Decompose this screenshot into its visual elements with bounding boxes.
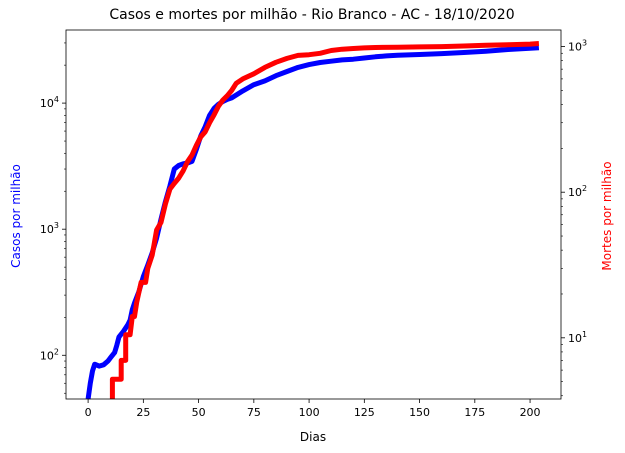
y-axis-label-right: Mortes por milhão (600, 161, 614, 270)
chart-title: Casos e mortes por milhão - Rio Branco -… (109, 7, 514, 23)
x-tick-label: 25 (136, 406, 150, 419)
series-line-mortes (109, 41, 540, 399)
y-tick-label-right: 102 (568, 184, 587, 199)
tick-layer: 0 25 50 75 100 125 150 175 200 102 103 104 101 102 103 (40, 39, 587, 419)
x-tick-label: 125 (354, 406, 375, 419)
y-tick-label-left: 102 (40, 347, 59, 362)
x-tick-label: 50 (192, 406, 206, 419)
x-tick-label: 75 (247, 406, 261, 419)
y-tick-label-left: 104 (40, 95, 59, 110)
x-tick-label: 0 (85, 406, 92, 419)
series-layer (85, 41, 540, 400)
y-tick-label-right: 103 (568, 39, 587, 54)
y-tick-label-right: 101 (568, 330, 587, 345)
y-axis-label-left: Casos por milhão (9, 164, 23, 268)
plot-frame (65, 29, 562, 400)
x-tick-label: 100 (299, 406, 320, 419)
series-line-casos (85, 45, 540, 400)
y-tick-label-left: 103 (40, 221, 59, 236)
x-tick-label: 200 (520, 406, 541, 419)
x-tick-label: 175 (464, 406, 485, 419)
x-tick-label: 150 (409, 406, 430, 419)
x-axis-label: Dias (300, 430, 326, 444)
